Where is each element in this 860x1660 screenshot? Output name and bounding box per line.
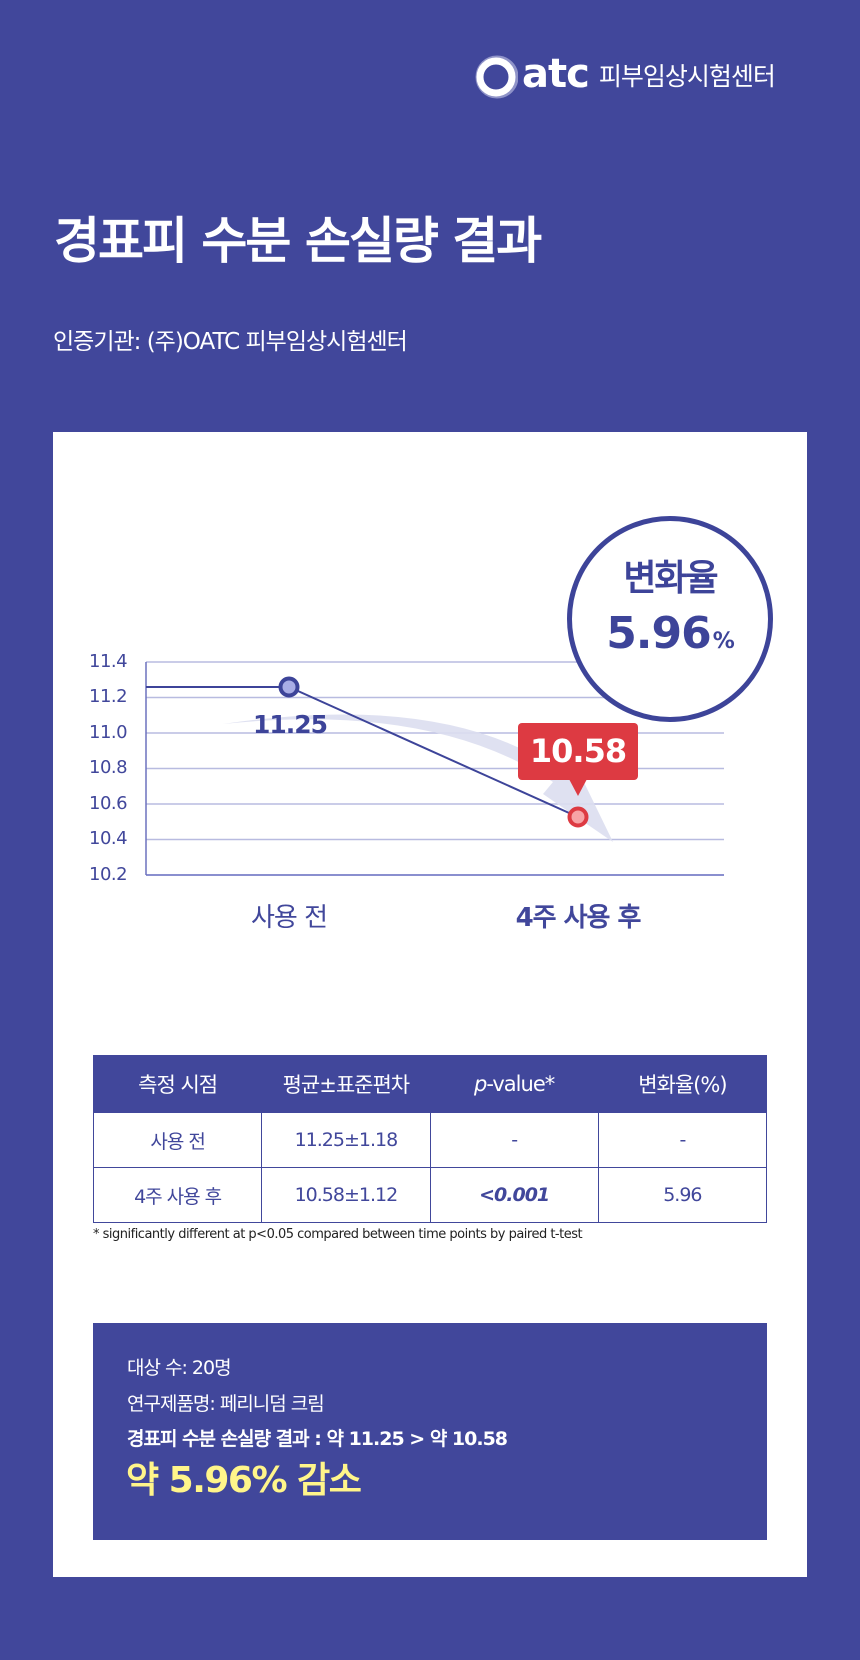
y-tick: 10.2 (89, 864, 128, 885)
atc-ring-icon (475, 55, 518, 99)
data-label-before: 11.25 (253, 710, 328, 739)
change-rate-unit: % (712, 629, 735, 654)
col-mean-sd: 평균±표준편차 (261, 1055, 431, 1113)
change-rate-label: 변화율 (623, 558, 718, 599)
cell-time: 사용 전 (92, 1112, 263, 1168)
col-pvalue: p-value* (429, 1055, 599, 1113)
cell-rate: 5.96 (597, 1167, 768, 1223)
summary-box: 대상 수: 20명 연구제품명: 페리니덤 크림 경표피 수분 손실량 결과 :… (93, 1323, 767, 1540)
y-tick: 10.6 (89, 793, 128, 814)
table-row: 사용 전 11.25±1.18 - - (92, 1112, 768, 1168)
certification-text: 인증기관: (주)OATC 피부임상시험센터 (53, 329, 408, 355)
col-time: 측정 시점 (92, 1055, 263, 1113)
cell-time: 4주 사용 후 (92, 1167, 263, 1223)
marker-before (278, 676, 300, 698)
data-label-after-badge: 10.58 (518, 723, 638, 780)
summary-result: 경표피 수분 손실량 결과 : 약 11.25 > 약 10.58 (127, 1428, 508, 1450)
page-title: 경표피 수분 손실량 결과 (54, 212, 542, 270)
cell-mean-sd: 10.58±1.12 (261, 1167, 431, 1223)
logo-wordmark: atc (522, 51, 590, 97)
result-table: 측정 시점 평균±표준편차 p-value* 변화율(%) 사용 전 11.25… (92, 1055, 768, 1223)
y-tick: 11.2 (89, 686, 128, 707)
col-rate: 변화율(%) (597, 1055, 768, 1113)
summary-subjects: 대상 수: 20명 (127, 1357, 232, 1379)
atc-logo: atc 피부임상시험센터 (474, 51, 776, 102)
table-header-row: 측정 시점 평균±표준편차 p-value* 변화율(%) (92, 1055, 768, 1113)
y-tick: 10.8 (89, 757, 128, 778)
trend-arrow-icon (223, 714, 613, 842)
marker-after (567, 806, 589, 828)
cell-rate: - (597, 1112, 768, 1168)
result-card: 11.4 11.2 11.0 10.8 10.6 10.4 10.2 11.25… (53, 432, 807, 1577)
change-rate-value: 5.96% (572, 607, 768, 669)
y-tick: 11.0 (89, 722, 128, 743)
summary-product: 연구제품명: 페리니덤 크림 (127, 1393, 325, 1415)
cell-pvalue: <0.001 (429, 1167, 599, 1223)
cell-mean-sd: 11.25±1.18 (261, 1112, 431, 1168)
y-tick: 11.4 (89, 651, 128, 672)
x-category-after: 4주 사용 후 (515, 903, 642, 933)
x-category-before: 사용 전 (250, 903, 328, 933)
badge-pointer (569, 779, 587, 796)
y-tick: 10.4 (89, 828, 128, 849)
logo-org-name: 피부임상시험센터 (598, 62, 776, 91)
pvalue-suffix: -value* (486, 1072, 555, 1096)
summary-conclusion: 약 5.96% 감소 (126, 1460, 362, 1501)
change-rate-number: 5.96 (606, 608, 712, 659)
cell-pvalue: - (429, 1112, 599, 1168)
pvalue-italic-p: p (474, 1072, 487, 1096)
change-rate-circle: 변화율 5.96% (567, 516, 773, 722)
table-row: 4주 사용 후 10.58±1.12 <0.001 5.96 (92, 1167, 768, 1223)
table-footnote: * significantly different at p<0.05 comp… (93, 1227, 583, 1242)
